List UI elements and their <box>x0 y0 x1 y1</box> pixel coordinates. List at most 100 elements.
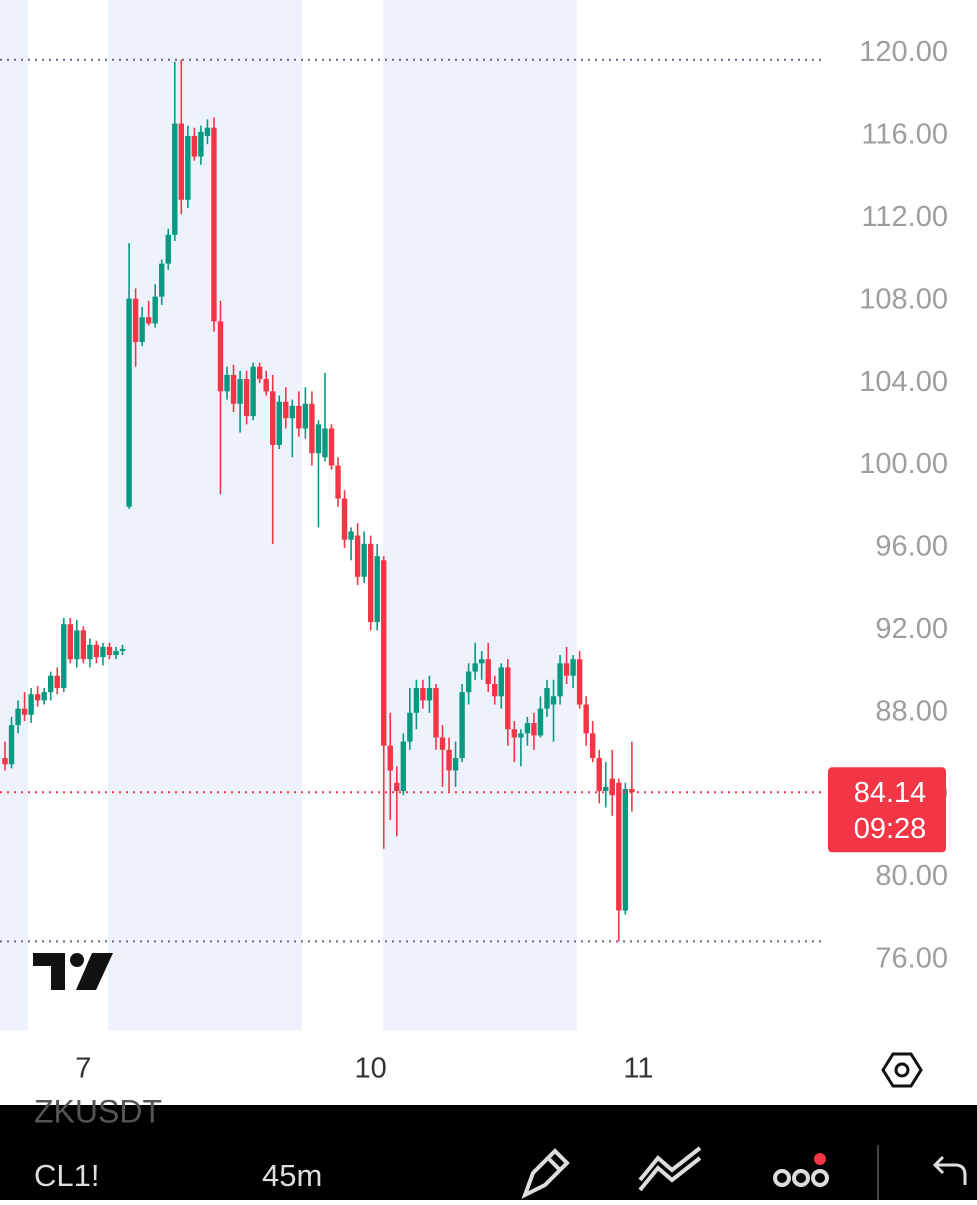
candle-body <box>48 675 54 693</box>
candle-body <box>407 712 413 742</box>
candle-body <box>159 263 165 297</box>
candle-body <box>139 317 145 342</box>
more-button[interactable] <box>773 1169 829 1187</box>
y-tick-label: 104.00 <box>859 366 948 398</box>
candle-body <box>590 733 596 759</box>
candle-body <box>629 788 635 793</box>
candle-body <box>315 424 322 454</box>
candle-body <box>537 708 544 736</box>
candle-body <box>87 644 93 660</box>
y-tick-label: 100.00 <box>859 448 948 480</box>
candle-body <box>8 725 15 765</box>
candle-body <box>256 366 263 380</box>
candle-body <box>211 127 217 322</box>
candle-body <box>230 374 237 404</box>
draw-button[interactable] <box>521 1148 570 1200</box>
y-tick-label: 108.00 <box>859 283 948 315</box>
y-tick-label: 88.00 <box>875 695 948 727</box>
candle-body <box>354 535 361 577</box>
candle-body <box>217 321 224 392</box>
candle-body <box>204 127 211 136</box>
candle-body <box>583 704 589 734</box>
candle-body <box>446 749 452 771</box>
candle-body <box>106 646 113 656</box>
candle-body <box>243 379 250 417</box>
candle-body <box>465 671 472 693</box>
plot-area <box>0 58 826 943</box>
candle-body <box>328 428 335 466</box>
session-band <box>0 0 28 1030</box>
candle-body <box>302 403 309 429</box>
candle-body <box>459 692 465 759</box>
candle-body <box>34 694 41 701</box>
candle-body <box>381 560 387 746</box>
candle-body <box>498 667 504 697</box>
candle-body <box>531 723 537 736</box>
last-price-box <box>828 767 946 853</box>
candle-body <box>152 296 158 324</box>
candle-body <box>2 758 8 765</box>
candle-body <box>485 659 491 684</box>
candle-body <box>191 135 198 157</box>
candle-body <box>616 782 622 911</box>
candle-body <box>250 366 256 417</box>
candle-body <box>413 688 420 713</box>
candle-body <box>132 298 139 342</box>
y-tick-label: 120.00 <box>859 36 948 68</box>
candle-body <box>21 708 28 715</box>
candle-body <box>276 401 282 445</box>
candle-body <box>478 659 485 664</box>
notification-dot <box>814 1153 826 1165</box>
x-tick-label: 7 <box>75 1053 91 1085</box>
tradingview-logo <box>33 953 113 990</box>
y-tick-label: 92.00 <box>875 613 948 645</box>
candle-body <box>113 650 119 656</box>
candle-body <box>309 403 315 454</box>
candle-body <box>518 733 524 738</box>
candle-body <box>452 758 459 771</box>
candle-body <box>15 708 21 726</box>
candle-body <box>185 135 191 200</box>
candle-body <box>420 688 426 701</box>
indicators-button[interactable] <box>638 1146 702 1192</box>
candle-body <box>67 624 73 660</box>
candle-body <box>576 659 583 705</box>
candle-body <box>472 663 478 672</box>
previous-symbol: ZKUSDT <box>34 1093 162 1129</box>
candle-body <box>172 123 178 235</box>
candle-body <box>126 298 132 507</box>
y-tick-label: 80.00 <box>875 860 948 892</box>
candle-body <box>341 498 348 540</box>
back-button[interactable] <box>932 1155 967 1185</box>
candle-body <box>41 692 47 701</box>
candle-body <box>198 131 204 157</box>
candle-body <box>74 630 80 660</box>
candle-body <box>224 374 230 392</box>
interval-button[interactable]: 45m <box>262 1158 322 1193</box>
candle-body <box>511 729 518 738</box>
candle-body <box>400 741 407 792</box>
candle-body <box>524 723 531 734</box>
candle-body <box>439 737 446 750</box>
candle-body <box>263 379 269 392</box>
candle-body <box>165 234 171 264</box>
candle-body <box>28 694 34 715</box>
last-price-label: 84.14 <box>854 777 927 809</box>
candle-body <box>270 391 276 445</box>
candle-body <box>550 696 557 705</box>
session-band <box>108 0 302 1030</box>
y-tick-label: 76.00 <box>875 943 948 975</box>
candle-body <box>609 778 615 796</box>
candle-body <box>100 646 106 658</box>
candle-body <box>426 688 433 701</box>
settings-button[interactable] <box>881 1052 923 1088</box>
candle-body <box>563 663 570 676</box>
candle-body <box>544 688 550 709</box>
candle-body <box>93 644 100 658</box>
candle-body <box>557 663 563 697</box>
candle-body <box>296 405 302 429</box>
symbol-button[interactable]: CL1! <box>34 1158 99 1193</box>
candle-body <box>492 683 498 697</box>
